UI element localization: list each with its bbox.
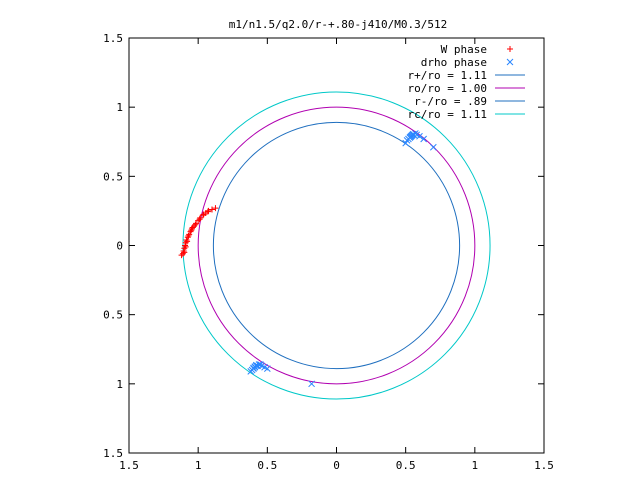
y-tick-label: 0 [116, 240, 123, 253]
legend-label: ro/ro = 1.00 [408, 82, 487, 95]
data-point [186, 231, 193, 238]
x-tick-label: 0.5 [396, 459, 416, 472]
x-tick-label: 1 [195, 459, 202, 472]
legend-label: drho phase [421, 56, 487, 69]
data-point [205, 207, 212, 214]
x-tick-label: 0.5 [257, 459, 277, 472]
data-point [197, 214, 204, 221]
data-point [416, 132, 423, 140]
y-tick-label: 1.5 [103, 447, 123, 460]
series-circle [212, 121, 461, 370]
series-circle [182, 91, 491, 400]
data-point [209, 206, 215, 213]
x-tick-label: 1.5 [534, 459, 554, 472]
data-point [196, 216, 203, 223]
y-tick-label: 0.5 [103, 170, 123, 183]
y-tick-label: 1 [116, 101, 123, 114]
data-point [192, 221, 199, 228]
data-point [189, 224, 196, 231]
legend-label: r-/ro = .89 [414, 95, 487, 108]
y-tick-label: 1.5 [103, 32, 123, 45]
x-tick-label: 1.5 [119, 459, 139, 472]
legend-label: r+/ro = 1.11 [408, 69, 487, 82]
data-point [308, 380, 315, 388]
data-point [188, 227, 195, 234]
data-point [184, 238, 191, 245]
data-point [212, 205, 219, 212]
data-point [180, 248, 187, 255]
data-point [179, 250, 186, 257]
x-tick-label: 0 [333, 459, 340, 472]
data-point [187, 228, 194, 235]
data-point [263, 365, 271, 372]
series-circle [197, 106, 476, 385]
data-point [184, 234, 191, 241]
data-point [200, 211, 207, 218]
data-point [181, 249, 188, 256]
data-point [182, 242, 189, 249]
data-point [204, 208, 211, 215]
data-point [182, 243, 189, 250]
y-tick-label: 0.5 [103, 309, 123, 322]
data-point [178, 252, 185, 259]
legend-label: rc/ro = 1.11 [408, 108, 487, 121]
data-point [183, 236, 190, 243]
data-point [252, 361, 260, 369]
legend-marker [507, 46, 513, 52]
y-tick-label: 1 [116, 378, 123, 391]
data-point [420, 135, 428, 143]
x-tick-label: 1 [472, 459, 479, 472]
data-point [409, 130, 417, 138]
chart-title: m1/n1.5/q2.0/r-+.80-j410/M0.3/512 [229, 18, 448, 31]
data-point [429, 143, 437, 151]
legend-marker [506, 58, 514, 66]
legend-label: W phase [441, 43, 487, 56]
data-point [185, 232, 192, 239]
